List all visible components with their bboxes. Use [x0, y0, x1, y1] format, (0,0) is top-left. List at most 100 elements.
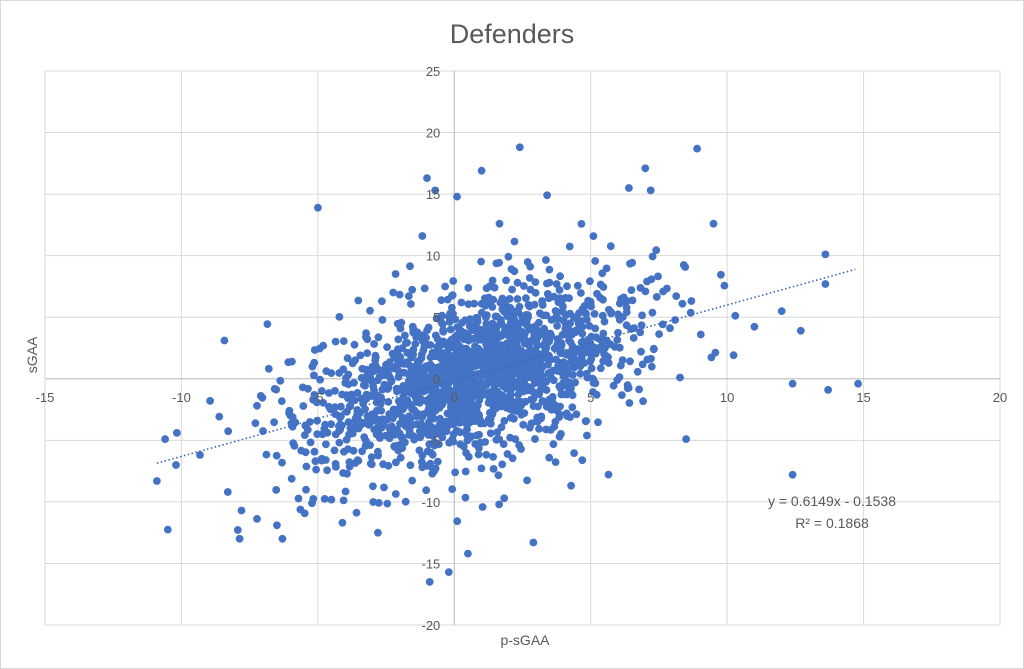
data-point: [386, 374, 395, 382]
data-point: [471, 321, 479, 329]
data-point: [543, 279, 551, 288]
data-point: [335, 313, 344, 321]
data-point: [609, 381, 618, 390]
data-point: [270, 418, 278, 427]
data-point: [625, 184, 633, 192]
data-point: [427, 448, 435, 457]
data-point: [310, 391, 319, 399]
data-point: [566, 338, 575, 347]
data-point: [572, 410, 581, 419]
data-point: [563, 282, 571, 291]
data-point: [374, 415, 382, 424]
data-point: [626, 357, 634, 366]
data-point: [368, 362, 377, 371]
data-point: [319, 398, 328, 407]
data-point: [658, 320, 667, 329]
data-point: [618, 391, 626, 399]
data-point: [413, 328, 422, 337]
data-point: [777, 307, 786, 315]
data-point: [338, 421, 346, 430]
data-point: [497, 402, 505, 411]
data-point: [438, 423, 447, 431]
data-point: [474, 344, 483, 353]
data-point: [507, 353, 516, 362]
data-point: [463, 382, 472, 391]
x-tick-label: 20: [993, 390, 1007, 405]
x-tick-label: 10: [720, 390, 734, 405]
data-point: [344, 380, 353, 389]
data-point: [360, 396, 369, 404]
data-point: [598, 311, 607, 320]
data-point: [555, 382, 564, 391]
data-point: [325, 402, 333, 411]
data-point: [353, 409, 362, 417]
data-point: [310, 447, 319, 456]
data-point: [468, 388, 477, 397]
data-point: [405, 427, 414, 436]
data-point: [258, 393, 267, 402]
y-tick-label: -15: [421, 556, 440, 571]
y-tick-label: -10: [421, 495, 440, 510]
data-point: [391, 490, 400, 498]
data-point: [589, 232, 598, 241]
data-point: [443, 409, 452, 418]
data-point: [531, 435, 539, 443]
data-point: [362, 329, 370, 337]
data-point: [396, 453, 405, 462]
data-point: [635, 385, 643, 394]
data-point: [237, 506, 246, 515]
data-point: [380, 420, 388, 429]
data-point: [302, 462, 311, 471]
data-point: [717, 270, 725, 279]
data-point: [224, 427, 233, 436]
data-point: [448, 354, 456, 363]
data-point: [495, 352, 504, 361]
x-tick-label: -5: [312, 390, 324, 405]
data-point: [587, 355, 596, 364]
data-point: [272, 451, 281, 460]
data-point: [331, 337, 340, 346]
data-point: [423, 462, 431, 470]
x-axis-label: p-sGAA: [500, 632, 550, 648]
data-point: [354, 424, 363, 433]
data-point: [492, 435, 501, 444]
data-point: [424, 323, 433, 332]
data-point: [533, 417, 542, 426]
data-point: [490, 382, 499, 390]
data-point: [474, 411, 483, 420]
data-point: [593, 289, 601, 298]
data-point: [457, 298, 466, 307]
data-point: [587, 364, 596, 373]
data-point: [426, 411, 435, 420]
data-point: [707, 353, 716, 362]
data-point: [392, 458, 400, 467]
data-point: [464, 401, 473, 410]
data-point: [585, 322, 594, 330]
data-point: [351, 459, 360, 467]
data-point: [599, 329, 608, 338]
data-point: [431, 186, 440, 195]
data-point: [477, 166, 486, 175]
trendline: [156, 268, 856, 464]
data-point: [161, 435, 170, 443]
data-point: [554, 367, 563, 375]
data-point: [337, 402, 345, 411]
data-point: [477, 464, 486, 473]
data-point: [527, 323, 536, 332]
data-point: [606, 242, 615, 251]
data-point: [322, 440, 330, 449]
data-points: [153, 143, 862, 586]
data-point: [341, 487, 350, 496]
data-point: [466, 418, 474, 426]
data-point: [374, 528, 382, 537]
data-point: [682, 435, 690, 443]
data-point: [558, 307, 567, 316]
data-point: [406, 373, 415, 382]
data-point: [350, 340, 359, 349]
data-point: [173, 429, 181, 437]
data-point: [346, 395, 355, 403]
data-point: [393, 361, 401, 370]
data-point: [678, 299, 687, 308]
trendline-group: [156, 268, 856, 464]
data-point: [497, 316, 505, 324]
